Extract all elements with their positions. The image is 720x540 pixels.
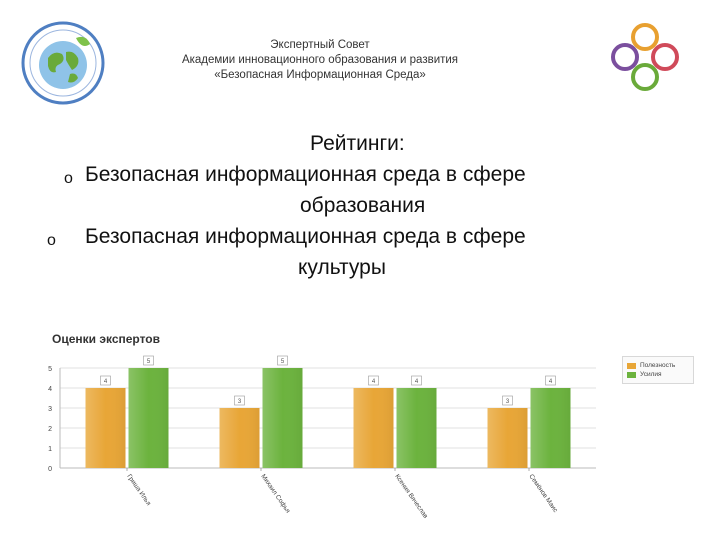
bullet-marker: o [47, 232, 56, 249]
chart-title: Оценки экспертов [52, 332, 161, 346]
x-tick-label: Михаил Софья [259, 473, 291, 515]
legend-item: Полезность [627, 362, 689, 369]
data-label: 3 [238, 399, 242, 405]
data-label-box [100, 375, 111, 386]
bar-highlight [219, 408, 260, 468]
chart-legend: Полезность Усилия [622, 356, 694, 384]
expert-ratings-chart: 0 1 2 3 4 5 4 5 Гриша Илья 3 5 Михаил Софья 4 4 Ксения… [36, 326, 706, 534]
bar-highlight [487, 408, 528, 468]
legend-swatch [627, 362, 636, 369]
bar-highlight [530, 388, 571, 468]
data-label: 4 [104, 379, 108, 385]
y-tick-label: 2 [48, 426, 52, 433]
bullet-marker: o [64, 170, 73, 187]
y-tick-label: 4 [48, 386, 52, 393]
org-line-1: Экспертный Совет [270, 39, 370, 51]
legend-label: Усилия [640, 371, 662, 378]
legend-item: Усилия [627, 371, 689, 378]
data-label-box [411, 375, 422, 386]
legend-label: Полезность [640, 362, 676, 369]
council-logo [604, 16, 686, 98]
data-label: 3 [506, 399, 510, 405]
data-label-box [502, 395, 513, 406]
data-label: 4 [372, 379, 376, 385]
chart-canvas: 0 1 2 3 4 5 4 5 Гриша Илья 3 5 Михаил Софья 4 4 Ксения… [48, 355, 596, 520]
x-tick-label: Ксения Вячеслав [393, 473, 429, 520]
rating-item-1-line-1: Безопасная информационная среда в сфере [85, 163, 526, 186]
y-tick-label: 5 [48, 366, 52, 373]
data-label-box [277, 355, 288, 366]
organization-name: Экспертный Совет Академии инновационного… [150, 38, 490, 83]
data-label-box [545, 375, 556, 386]
org-line-3: «Безопасная Информационная Среда» [214, 69, 426, 81]
data-label: 5 [147, 359, 151, 365]
org-line-2: Академии инновационного образования и ра… [181, 54, 459, 66]
x-tick-label: Гриша Илья [125, 473, 152, 507]
legend-swatch [627, 371, 636, 378]
data-label-box [368, 375, 379, 386]
rating-item-2-line-1: Безопасная информационная среда в сфере [85, 225, 526, 248]
data-label-box [234, 395, 245, 406]
bar-highlight [128, 368, 169, 468]
bar-highlight [353, 388, 394, 468]
ratings-heading: Рейтинги: [310, 132, 405, 155]
globe-seal-icon [21, 21, 105, 105]
academy-logo [18, 18, 108, 108]
data-label-box [143, 355, 154, 366]
y-tick-label: 0 [48, 466, 52, 473]
data-label: 4 [549, 379, 553, 385]
four-rings-icon [611, 23, 679, 91]
bar-highlight [85, 388, 126, 468]
rating-item-1-line-2: образования [300, 194, 426, 217]
data-label: 4 [415, 379, 419, 385]
y-tick-label: 1 [48, 446, 52, 453]
y-tick-label: 3 [48, 406, 52, 413]
x-tick-label: Семёнов Маис [527, 473, 559, 514]
bar-highlight [262, 368, 303, 468]
bar-highlight [396, 388, 437, 468]
rating-item-2-line-2: культуры [298, 256, 386, 279]
data-label: 5 [281, 359, 285, 365]
